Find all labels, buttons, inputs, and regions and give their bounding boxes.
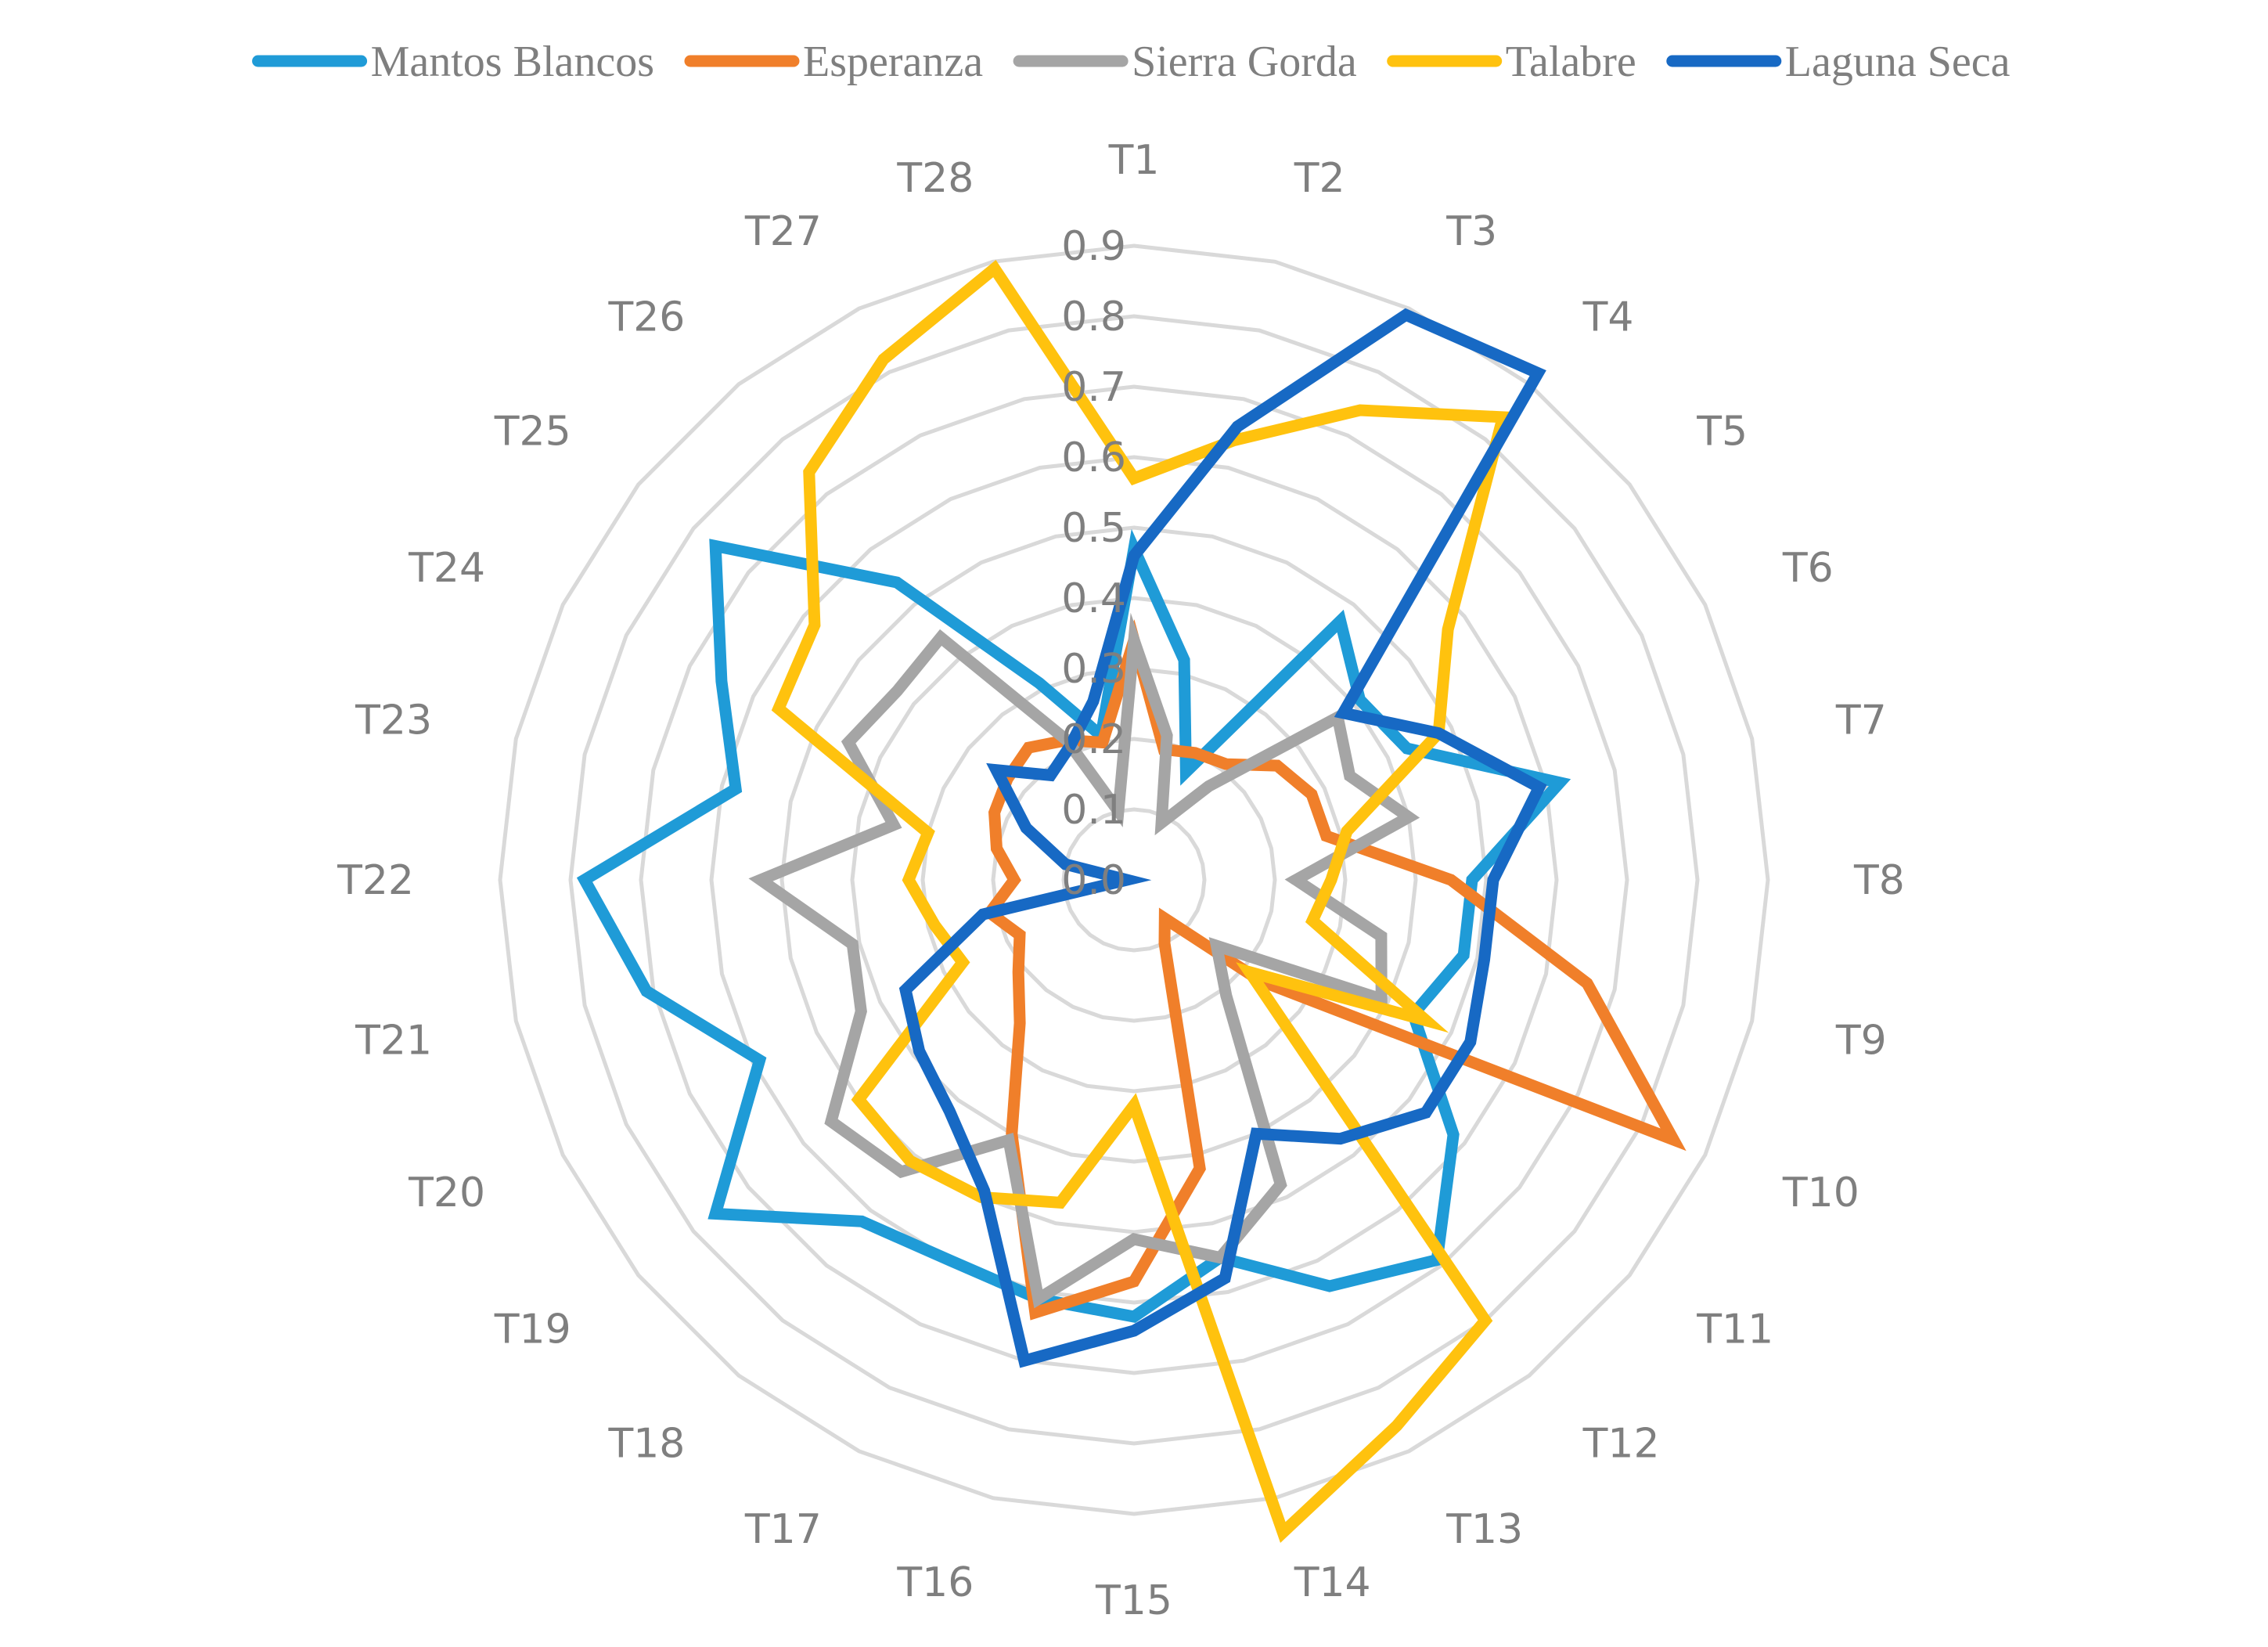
tick-labels: 0.0 0.1 0.2 0.3 0.4 0.5 0.6 0.7 0.8 0.9: [1061, 223, 1126, 904]
category-label: T3: [1445, 208, 1497, 255]
tick-label: 0.0: [1061, 857, 1126, 904]
category-label: T17: [744, 1506, 822, 1553]
legend-item-talabre: Talabre: [1387, 38, 1636, 86]
category-label: T9: [1835, 1018, 1887, 1065]
category-label: T14: [1294, 1559, 1371, 1606]
category-label: T27: [744, 208, 822, 255]
legend-item-mantos-blancos: Mantos Blancos: [252, 38, 654, 86]
category-label: T24: [408, 545, 485, 592]
category-label: T21: [355, 1018, 432, 1065]
category-label: T23: [355, 697, 432, 744]
grid-ring-6: [709, 455, 1559, 1305]
legend-item-sierra-gorda: Sierra Gorda: [1013, 38, 1357, 86]
tick-label: 0.5: [1061, 505, 1126, 552]
category-label: T26: [607, 294, 685, 341]
grid-ring-8: [568, 314, 1700, 1446]
grid-ring-9: [498, 243, 1770, 1516]
category-label: T19: [494, 1306, 571, 1353]
category-label: T12: [1582, 1420, 1660, 1467]
legend-item-laguna-seca: Laguna Seca: [1666, 38, 2011, 86]
category-label: T18: [607, 1420, 685, 1467]
legend-label: Laguna Seca: [1785, 38, 2011, 86]
legend-label: Esperanza: [803, 38, 983, 86]
legend: Mantos Blancos Esperanza Sierra Gorda Talab…: [252, 38, 2011, 86]
grid-ring-7: [639, 384, 1629, 1375]
category-label: T22: [337, 857, 414, 904]
tick-label: 0.2: [1061, 716, 1126, 763]
category-label: T28: [896, 155, 974, 202]
category-label: T25: [494, 408, 571, 455]
tick-label: 0.7: [1061, 364, 1126, 411]
category-label: T11: [1696, 1306, 1773, 1353]
category-label: T4: [1582, 294, 1634, 341]
legend-label: Sierra Gorda: [1132, 38, 1357, 86]
tick-label: 0.3: [1061, 646, 1126, 693]
category-label: T10: [1782, 1169, 1859, 1216]
series-line-mantos-blancos: [576, 528, 1571, 1323]
category-label: T13: [1445, 1506, 1523, 1553]
category-label: T8: [1853, 857, 1905, 904]
series-line-esperanza: [981, 619, 1687, 1321]
series-layer: [576, 260, 1687, 1543]
category-labels: T1 T2 T3 T4 T5 T6 T7 T8 T9 T10 T11 T12 T13 T14 T15 T16 T…: [337, 137, 1905, 1624]
category-label: T15: [1095, 1577, 1172, 1624]
tick-label: 0.6: [1061, 434, 1126, 481]
grid-ring-4: [850, 596, 1418, 1164]
legend-label: Mantos Blancos: [371, 38, 654, 86]
category-label: T6: [1782, 545, 1834, 592]
category-label: T2: [1294, 155, 1345, 202]
category-label: T7: [1835, 697, 1887, 744]
tick-label: 0.4: [1061, 575, 1126, 622]
category-label: T1: [1108, 137, 1160, 184]
grid-ring-1: [1061, 807, 1207, 953]
category-label: T20: [408, 1169, 485, 1216]
legend-label: Talabre: [1506, 38, 1636, 86]
category-label: T5: [1696, 408, 1748, 455]
series-line-talabre: [771, 260, 1510, 1543]
category-label: T16: [896, 1559, 974, 1606]
series-line-sierra-gorda: [748, 612, 1420, 1309]
tick-label: 0.8: [1061, 294, 1126, 341]
legend-item-esperanza: Esperanza: [684, 38, 983, 86]
grid-ring-3: [920, 666, 1348, 1094]
tick-label: 0.1: [1061, 787, 1126, 834]
series-line-laguna-seca: [898, 308, 1547, 1368]
tick-label: 0.9: [1061, 223, 1126, 270]
